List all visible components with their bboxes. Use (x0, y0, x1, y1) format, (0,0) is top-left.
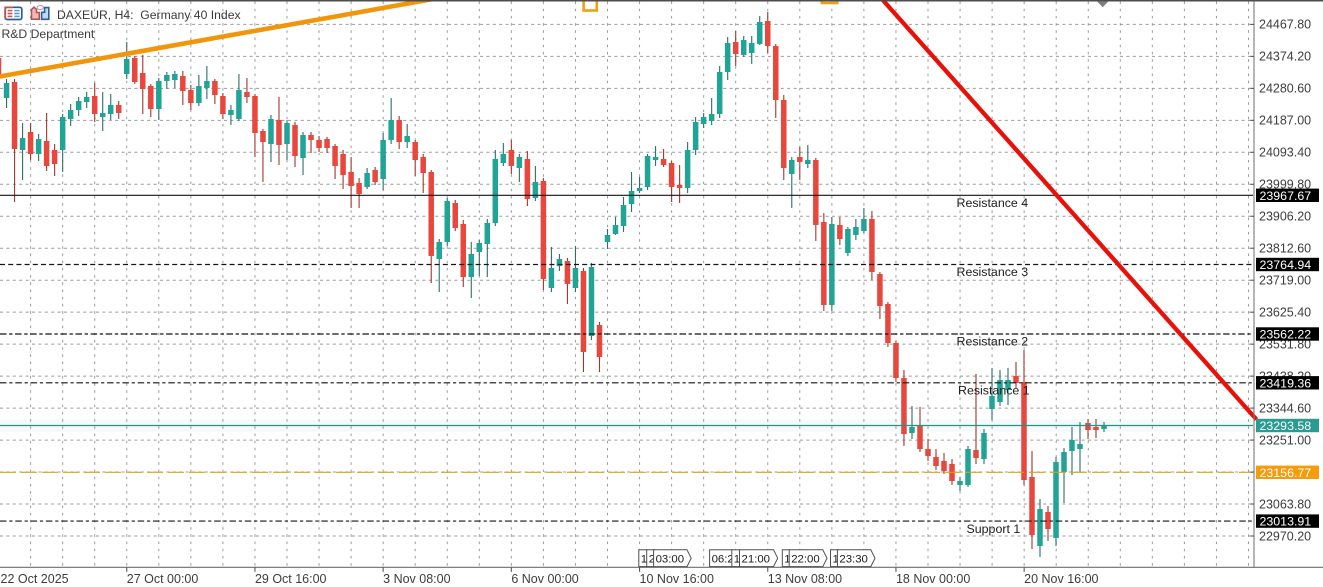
svg-text:23344.60: 23344.60 (1259, 401, 1311, 415)
svg-text:10 Nov 16:00: 10 Nov 16:00 (640, 572, 714, 586)
svg-text:1: 1 (641, 554, 647, 566)
svg-text:23719.00: 23719.00 (1259, 274, 1311, 288)
svg-text:23013.91: 23013.91 (1260, 515, 1312, 529)
svg-text:13 Nov 08:00: 13 Nov 08:00 (768, 572, 842, 586)
svg-text:22 Oct 2025: 22 Oct 2025 (1, 572, 69, 586)
svg-text:23531.80: 23531.80 (1259, 337, 1311, 351)
svg-text:23562.22: 23562.22 (1260, 328, 1312, 342)
svg-text:22:00: 22:00 (791, 554, 820, 566)
svg-text:03:00: 03:00 (656, 554, 685, 566)
svg-text:18 Nov 00:00: 18 Nov 00:00 (896, 572, 970, 586)
svg-text:22970.20: 22970.20 (1259, 529, 1311, 543)
svg-text:23419.36: 23419.36 (1260, 376, 1312, 390)
svg-text:24467.80: 24467.80 (1259, 18, 1311, 32)
svg-text:23764.94: 23764.94 (1260, 258, 1312, 272)
svg-text:23:30: 23:30 (839, 554, 868, 566)
svg-text:23156.77: 23156.77 (1260, 466, 1312, 480)
svg-text:29 Oct 16:00: 29 Oct 16:00 (255, 572, 327, 586)
svg-text:DAXEUR, H4: Germany 40 Index: DAXEUR, H4: Germany 40 Index (57, 8, 241, 22)
svg-text:23293.58: 23293.58 (1260, 419, 1312, 433)
svg-text:3 Nov 08:00: 3 Nov 08:00 (383, 572, 450, 586)
svg-text:24093.40: 24093.40 (1259, 146, 1311, 160)
svg-text:Resistance 4: Resistance 4 (957, 196, 1029, 210)
svg-text:20 Nov 16:00: 20 Nov 16:00 (1024, 572, 1098, 586)
svg-text:Resistance 3: Resistance 3 (957, 265, 1029, 279)
svg-text:Resistance 1: Resistance 1 (958, 384, 1030, 398)
svg-text:23967.67: 23967.67 (1260, 189, 1312, 203)
svg-text:23625.40: 23625.40 (1259, 305, 1311, 319)
svg-text:R&D Department: R&D Department (2, 27, 95, 41)
svg-text:06:2: 06:2 (712, 554, 734, 566)
svg-text:2: 2 (649, 554, 655, 566)
svg-text:23063.80: 23063.80 (1259, 497, 1311, 511)
svg-text:24187.00: 24187.00 (1259, 114, 1311, 128)
svg-text:24280.60: 24280.60 (1259, 82, 1311, 96)
svg-text:1: 1 (734, 554, 740, 566)
svg-text:Support 1: Support 1 (967, 522, 1021, 536)
svg-text:27 Oct 00:00: 27 Oct 00:00 (127, 572, 199, 586)
svg-text:1: 1 (833, 554, 839, 566)
svg-text:6 Nov 00:00: 6 Nov 00:00 (511, 572, 578, 586)
svg-text:1: 1 (784, 554, 790, 566)
svg-text:21:00: 21:00 (742, 554, 771, 566)
svg-text:23812.60: 23812.60 (1259, 242, 1311, 256)
svg-text:24374.20: 24374.20 (1259, 50, 1311, 64)
svg-text:23906.20: 23906.20 (1259, 210, 1311, 224)
svg-text:Resistance 2: Resistance 2 (957, 335, 1029, 349)
svg-text:23251.00: 23251.00 (1259, 433, 1311, 447)
svg-text:23999.80: 23999.80 (1259, 178, 1311, 192)
